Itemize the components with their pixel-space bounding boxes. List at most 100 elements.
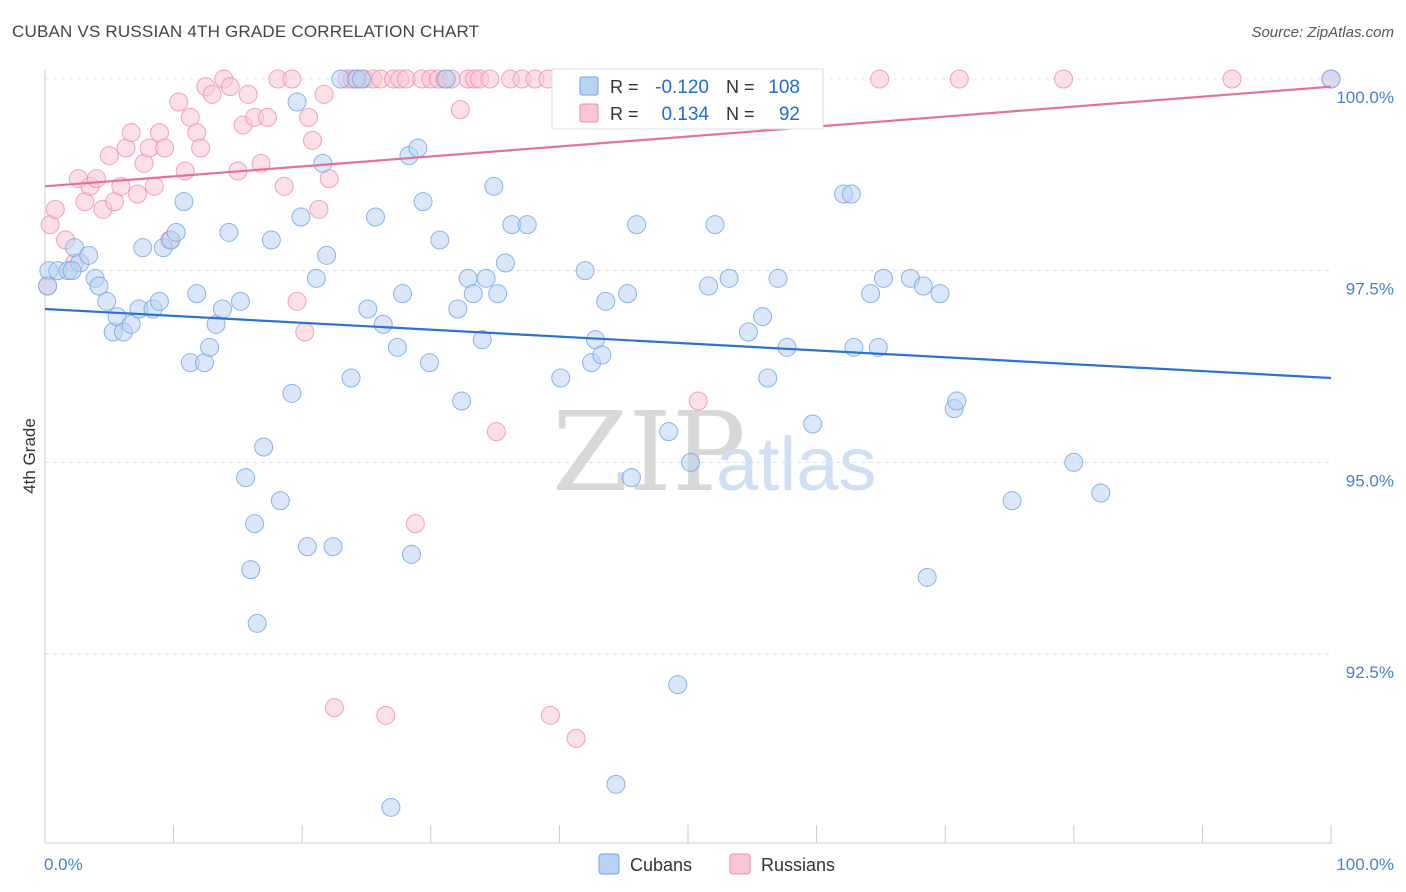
cubans-point (174, 192, 194, 212)
cubans-point (408, 138, 428, 158)
cubans-point (947, 391, 967, 411)
cubans-point (297, 537, 317, 557)
cubans-point (317, 245, 337, 265)
russians-point (376, 705, 396, 725)
cubans-point (245, 514, 265, 534)
russians-point (287, 291, 307, 311)
cubans-point (241, 560, 261, 580)
russians-point (121, 123, 141, 143)
cubans-point (261, 230, 281, 250)
cubans-point (387, 337, 407, 357)
cubans-point (913, 276, 933, 296)
cubans-point (463, 284, 483, 304)
cubans-point (121, 314, 141, 334)
cubans-point (373, 314, 393, 334)
y-tick-label: 92.5% (1346, 663, 1394, 682)
russians-point (99, 146, 119, 166)
cubans-point (358, 299, 378, 319)
y-tick-label: 100.0% (1336, 88, 1394, 107)
cubans-point (166, 222, 186, 242)
watermark-atlas: atlas (716, 422, 877, 507)
cubans-point (596, 291, 616, 311)
legend-n-value-russians: 92 (779, 104, 800, 125)
cubans-point (1321, 69, 1341, 89)
russians-point (870, 69, 890, 89)
russians-point (480, 69, 500, 89)
cubans-point (495, 253, 515, 273)
cubans-point (393, 284, 413, 304)
x-axis-ticks (44, 825, 1332, 843)
cubans-point (592, 345, 612, 365)
cubans-point (575, 261, 595, 281)
cubans-point (236, 468, 256, 488)
russians-point (144, 176, 164, 196)
cubans-point (681, 452, 701, 472)
bottom-legend-label-russians: Russians (761, 855, 835, 875)
cubans-point (1002, 491, 1022, 511)
russians-point (274, 176, 294, 196)
russians-point (309, 199, 329, 219)
legend-r-label-russians: R = (610, 104, 639, 124)
y-axis-title: 4th Grade (20, 418, 39, 494)
bottom-legend-swatch-russians (729, 853, 751, 875)
legend-r-value-russians: 0.134 (661, 104, 709, 125)
cubans-point (917, 567, 937, 587)
legend-r-value-cubans: -0.120 (655, 77, 709, 98)
cubans-point (436, 69, 456, 89)
russians-point (949, 69, 969, 89)
cubans-point (287, 92, 307, 112)
russians-point (295, 322, 315, 342)
cubans-point (149, 291, 169, 311)
russians-point (220, 77, 240, 97)
cubans-point (97, 291, 117, 311)
cubans-point (488, 284, 508, 304)
cubans-point (551, 368, 571, 388)
russians-point (540, 705, 560, 725)
legend-r-label-cubans: R = (610, 77, 639, 97)
russians-point (282, 69, 302, 89)
cubans-point (62, 261, 82, 281)
cubans-point (1064, 452, 1084, 472)
legend-swatch-russians (579, 103, 599, 123)
cubans-point (38, 276, 58, 296)
series-legend: Cubans Russians (598, 853, 835, 875)
russians-point (86, 169, 106, 189)
source-label: Source: ZipAtlas.com (1251, 24, 1394, 41)
cubans-point (861, 284, 881, 304)
cubans-point (659, 422, 679, 442)
cubans-point (430, 230, 450, 250)
cubans-trendline (44, 307, 1332, 380)
cubans-point (79, 245, 99, 265)
y-tick-label: 95.0% (1346, 471, 1394, 490)
cubans-point (699, 276, 719, 296)
y-tick-label: 97.5% (1346, 280, 1394, 299)
trendlines (44, 85, 1332, 380)
russians-point (175, 161, 195, 181)
cubans-point (200, 337, 220, 357)
x-tick-label-end: 100.0% (1336, 855, 1394, 874)
russians-point (45, 199, 65, 219)
cubans-point (254, 437, 274, 457)
cubans-point (341, 368, 361, 388)
cubans-point (803, 414, 823, 434)
russians-point (257, 107, 277, 127)
cubans-point (868, 337, 888, 357)
cubans-point (758, 368, 778, 388)
cubans-point (413, 192, 433, 212)
stats-legend: R = -0.120 N = 108 R = 0.134 N = 92 (551, 68, 824, 130)
cubans-point (452, 391, 472, 411)
cubans-point (606, 774, 626, 794)
watermark: ZIP atlas (552, 388, 877, 516)
russians-point (450, 100, 470, 120)
cubans-point (484, 176, 504, 196)
legend-swatch-cubans (579, 76, 599, 96)
cubans-point (381, 797, 401, 817)
cubans-point (517, 215, 537, 235)
legend-n-value-cubans: 108 (768, 77, 800, 98)
cubans-point (668, 675, 688, 695)
cubans-point (448, 299, 468, 319)
watermark-zip: ZIP (552, 388, 746, 516)
russians-point (302, 130, 322, 150)
y-axis-tick-labels: 100.0% 97.5% 95.0% 92.5% (1336, 88, 1394, 682)
